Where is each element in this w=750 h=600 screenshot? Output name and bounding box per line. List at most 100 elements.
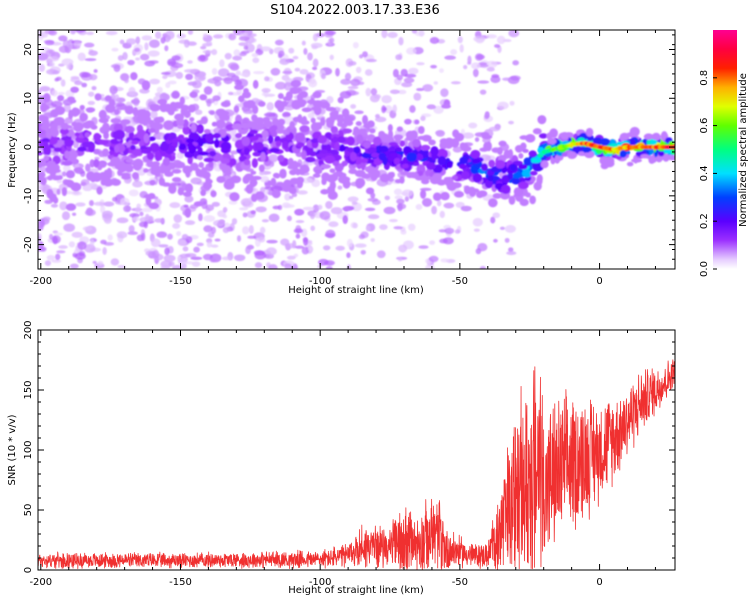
- spectrogram-cell: [428, 255, 439, 263]
- spectrogram-cell: [392, 104, 397, 113]
- spectrogram-cell: [528, 150, 537, 157]
- spectrogram-cell: [295, 220, 305, 224]
- spectrogram-cell: [47, 56, 60, 62]
- spectrogram-cell: [509, 100, 515, 106]
- spectrogram-cell: [242, 108, 253, 115]
- spectrogram-cell: [211, 121, 218, 127]
- spectrogram-cell: [263, 112, 276, 117]
- spectrogram-cell: [143, 133, 150, 144]
- spectrogram-cell: [182, 126, 191, 135]
- spectrogram-cell: [79, 112, 88, 122]
- spectrogram-cell: [418, 245, 429, 249]
- spectrogram-cell: [270, 177, 277, 187]
- spectrogram-cell: [513, 187, 524, 197]
- spectrogram-cell: [403, 145, 412, 155]
- spectrogram-frame: [37, 29, 676, 270]
- spectrogram-cell: [358, 125, 365, 130]
- spectrogram-cell: [84, 132, 90, 138]
- spectrogram-cell: [203, 225, 213, 233]
- spectrogram-cell: [409, 105, 416, 113]
- spectrogram-cell: [211, 68, 218, 75]
- spectrogram-cell: [498, 140, 507, 147]
- spectrogram-cell: [443, 202, 455, 209]
- spectrogram-cell: [311, 179, 321, 188]
- spectrogram-cell: [160, 36, 166, 44]
- spectrogram-cell: [125, 205, 131, 212]
- spectrogram-cell: [162, 157, 171, 166]
- spectrogram-cell: [249, 129, 259, 135]
- spectrogram-cell: [105, 30, 118, 36]
- spectrogram-cell: [433, 105, 444, 114]
- spectrogram-cell: [46, 68, 58, 75]
- spectrogram-cell: [314, 169, 323, 174]
- spectrogram-cell: [355, 66, 362, 74]
- spectrogram-cell: [665, 154, 673, 160]
- spectrogram-cell: [472, 217, 483, 227]
- spectrogram-cell: [151, 250, 160, 259]
- spectrogram-cell: [160, 264, 171, 269]
- y-tick-label: 10: [23, 92, 34, 105]
- spectrogram-cell: [48, 30, 58, 36]
- spectrogram-cell: [88, 91, 95, 97]
- spectrogram-cell: [358, 234, 366, 240]
- spectrogram-cell: [472, 173, 483, 183]
- spectrogram-cell: [220, 157, 230, 164]
- spectrogram-cell: [93, 158, 100, 168]
- spectrogram-cell: [266, 239, 278, 244]
- spectrogram-cell: [322, 245, 331, 251]
- spectrogram-cell: [84, 42, 95, 48]
- spectrogram-cell: [361, 152, 371, 159]
- spectrogram-cell: [46, 188, 54, 199]
- spectrogram-cell: [238, 95, 245, 103]
- spectrogram-cell: [303, 237, 309, 246]
- spectrogram-cell: [263, 120, 273, 128]
- spectrogram-cell: [154, 31, 162, 39]
- spectrogram-cell: [494, 44, 501, 48]
- spectrogram-cell: [183, 110, 191, 119]
- spectrogram-cell: [65, 203, 77, 211]
- spectrogram-cell: [65, 170, 76, 179]
- spectrogram-cell: [365, 87, 372, 97]
- spectrogram-cell: [477, 243, 488, 252]
- spectrogram-cell: [389, 218, 398, 223]
- spectrogram-cell: [460, 205, 472, 212]
- spectrogram-cell: [268, 213, 280, 223]
- spectrogram-cell: [268, 264, 278, 269]
- spectrogram-cell: [274, 174, 280, 179]
- spectrogram-cell: [57, 94, 65, 102]
- spectrogram-cell: [325, 266, 333, 269]
- spectrogram-cell: [536, 174, 543, 184]
- spectrogram-cell: [277, 154, 285, 163]
- spectrogram-cell: [89, 200, 94, 207]
- spectrogram-cell: [184, 207, 192, 218]
- spectrogram-cell: [242, 212, 248, 218]
- x-tick-label: 0: [596, 276, 602, 287]
- spectrogram-cell: [154, 172, 161, 177]
- spectrogram-cell: [364, 166, 373, 173]
- spectrogram-cell: [206, 41, 213, 46]
- spectrogram-cell: [439, 68, 444, 73]
- spectrogram-cell: [233, 254, 246, 262]
- spectrogram-cell: [190, 177, 202, 185]
- spectrogram-cell: [393, 188, 403, 196]
- spectrogram-cell: [365, 58, 377, 63]
- spectrogram-cell: [171, 62, 184, 69]
- spectrogram-cell: [398, 37, 404, 46]
- spectrogram-cell: [651, 132, 661, 141]
- spectrogram-cell: [404, 73, 417, 78]
- spectrogram-cell: [224, 52, 232, 60]
- spectrogram-cell: [51, 89, 58, 97]
- spectrogram-cell: [459, 156, 468, 165]
- spectrogram-cell: [85, 163, 91, 172]
- spectrogram-cell: [71, 107, 79, 117]
- spectrogram-cell: [416, 62, 425, 66]
- spectrogram-cell: [57, 91, 65, 96]
- spectrogram-cell: [264, 76, 270, 82]
- spectrogram-cell: [192, 80, 202, 89]
- spectrogram-cell: [329, 54, 334, 61]
- spectrogram-cell: [282, 140, 289, 149]
- spectrogram-cell: [483, 113, 490, 120]
- colorbar: 0.0 0.2 0.4 0.6 0.8 Normalized spectral ampl…: [699, 30, 749, 277]
- spectrogram-cell: [429, 240, 436, 245]
- spectrogram-cell: [156, 86, 163, 94]
